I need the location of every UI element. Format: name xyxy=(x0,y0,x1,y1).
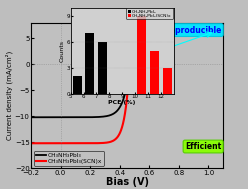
Legend: CH₃NH₃PbI₃, CH₃NH₃PbI₃(SCN)x: CH₃NH₃PbI₃, CH₃NH₃PbI₃(SCN)x xyxy=(34,151,104,166)
CH₃NH₃PbI₃ xyxy=(53,116,56,119)
CH₃NH₃PbI₃(SCN)x xyxy=(92,142,95,144)
CH₃NH₃PbI₃(SCN)x xyxy=(151,22,154,24)
CH₃NH₃PbI₃(SCN)x xyxy=(222,22,225,24)
CH₃NH₃PbI₃(SCN)x xyxy=(53,142,56,144)
X-axis label: Bias (V): Bias (V) xyxy=(106,177,149,187)
CH₃NH₃PbI₃(SCN)x xyxy=(169,22,172,24)
Y-axis label: Counts: Counts xyxy=(60,40,65,62)
CH₃NH₃PbI₃(SCN)x xyxy=(170,22,173,24)
Line: CH₃NH₃PbI₃: CH₃NH₃PbI₃ xyxy=(31,23,223,117)
CH₃NH₃PbI₃(SCN)x xyxy=(30,142,32,144)
Text: Reproducible: Reproducible xyxy=(164,26,221,35)
Bar xyxy=(86,33,94,94)
Bar xyxy=(137,16,146,94)
Bar xyxy=(73,76,82,94)
CH₃NH₃PbI₃ xyxy=(132,22,135,24)
CH₃NH₃PbI₃ xyxy=(151,22,154,24)
Legend: CH₃NH₃PbI₃, CH₃NH₃PbI₃(SCN)x: CH₃NH₃PbI₃, CH₃NH₃PbI₃(SCN)x xyxy=(126,9,173,19)
CH₃NH₃PbI₃ xyxy=(169,22,172,24)
Bar xyxy=(150,51,159,94)
CH₃NH₃PbI₃ xyxy=(30,116,32,119)
CH₃NH₃PbI₃ xyxy=(170,22,173,24)
Bar xyxy=(98,42,107,94)
Y-axis label: Current density (mA/cm²): Current density (mA/cm²) xyxy=(6,51,13,140)
X-axis label: PCE (%): PCE (%) xyxy=(108,100,136,105)
CH₃NH₃PbI₃(SCN)x xyxy=(130,22,133,24)
Line: CH₃NH₃PbI₃(SCN)x: CH₃NH₃PbI₃(SCN)x xyxy=(31,23,223,143)
Bar xyxy=(163,68,172,94)
Text: Efficient: Efficient xyxy=(185,142,221,151)
CH₃NH₃PbI₃(SCN)x xyxy=(106,141,109,144)
CH₃NH₃PbI₃ xyxy=(222,22,225,24)
CH₃NH₃PbI₃ xyxy=(92,116,95,118)
CH₃NH₃PbI₃ xyxy=(106,115,109,117)
